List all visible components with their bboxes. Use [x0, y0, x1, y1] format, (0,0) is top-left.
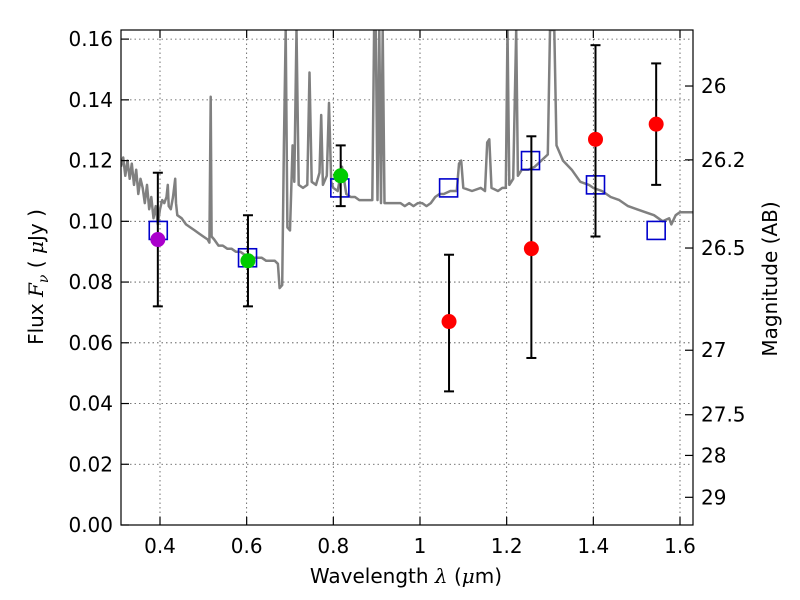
measurement-point-red: [441, 314, 457, 330]
x-tick-label: 1.2: [491, 534, 523, 558]
y-tick-label: 0.12: [68, 149, 113, 173]
y2-tick-label: 29: [701, 485, 726, 509]
y-tick-label: 0.16: [68, 27, 113, 51]
y-tick-label: 0.14: [68, 88, 113, 112]
x-tick-label: 1: [414, 534, 427, 558]
grid: [121, 30, 693, 526]
axes: 0.4 0.6 0.8 1 1.2 1.4 1.6 0.00 0.02 0.04 0.06 0.08 0…: [68, 27, 745, 558]
model-box-marker: [646, 220, 666, 241]
x-tick-label: 0.6: [231, 534, 263, 558]
y2-tick-label: 27: [701, 338, 726, 362]
x-tick-label: 0.4: [144, 534, 176, 558]
y2-tick-label: 26.2: [701, 148, 746, 172]
y-tick-label: 0.06: [68, 331, 113, 355]
x-axis-label: Wavelength λ (μm): [310, 564, 502, 588]
y-tick-label: 0.10: [68, 209, 113, 233]
y-tick-label: 0.02: [68, 452, 113, 476]
y2-tick-label: 26: [701, 74, 726, 98]
y-axis-label: Flux Fν ( μJy ): [24, 209, 52, 345]
measurement-point-green: [240, 253, 256, 269]
y2-tick-label: 28: [701, 443, 726, 467]
y-tick-label: 0.08: [68, 270, 113, 294]
y-tick-label: 0.00: [68, 513, 113, 537]
measurement-point-red: [648, 116, 664, 132]
x-tick-label: 0.8: [317, 534, 349, 558]
plot-frame: [120, 29, 694, 526]
y2-tick-label: 27.5: [701, 403, 746, 427]
measurement-point-red: [523, 241, 539, 257]
y-tick-label: 0.04: [68, 392, 113, 416]
measurement-point-purple: [150, 232, 166, 248]
measurement-point-red: [588, 131, 603, 147]
plot-area: [121, 30, 693, 393]
model-box-marker: [438, 178, 459, 198]
x-tick-label: 1.4: [577, 534, 609, 558]
y2-tick-label: 26.5: [701, 236, 746, 260]
measurement-point-green: [333, 168, 349, 184]
x-tick-label: 1.6: [664, 534, 696, 558]
y2-axis-label: Magnitude (AB): [758, 201, 782, 356]
